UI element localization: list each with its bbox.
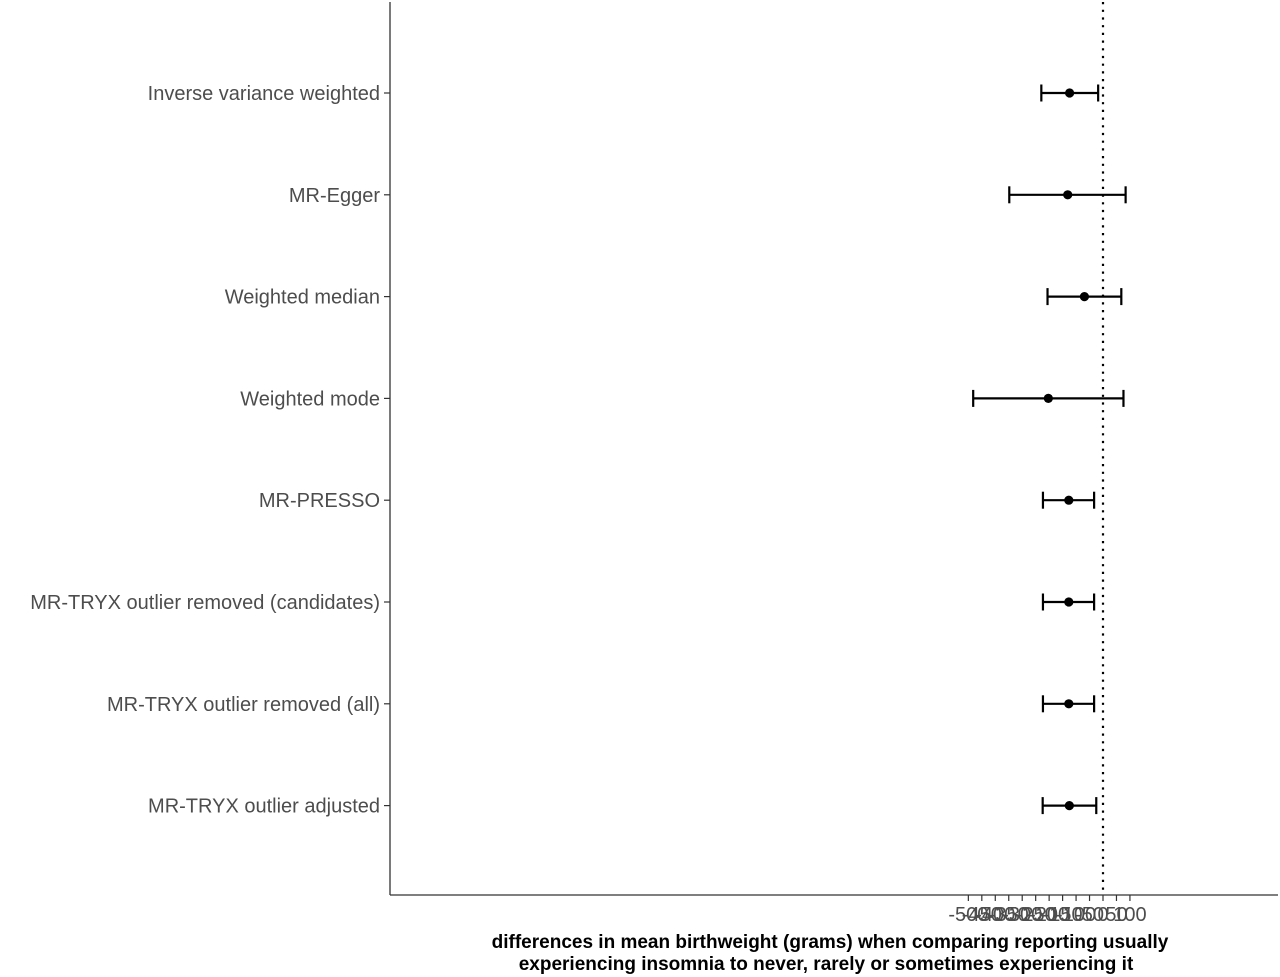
y-tick-label: MR-PRESSO [259,490,380,512]
point-estimate [1064,801,1074,811]
point-estimate [1063,190,1073,200]
x-tick-label: -250 [1016,904,1056,926]
y-tick-label: MR-TRYX outlier removed (all) [107,694,380,716]
x-tick-label: -500 [948,904,988,926]
x-tick-label: -450 [962,904,1002,926]
point-estimate [1064,699,1074,709]
y-tick-label: Weighted median [225,287,380,309]
point-estimate [1065,88,1075,98]
x-tick-label: -200 [1029,904,1069,926]
x-tick-label: -150 [1043,904,1083,926]
y-tick-label: MR-TRYX outlier removed (candidates) [30,592,380,614]
point-estimate [1043,393,1053,403]
x-tick-label: -100 [1056,904,1096,926]
y-tick-label: MR-Egger [289,185,380,207]
y-tick-label: Inverse variance weighted [148,83,380,105]
point-estimate [1079,292,1090,302]
x-tick-label: -50 [1075,904,1104,926]
y-tick-label: MR-TRYX outlier adjusted [148,796,380,818]
x-tick-label: 0 [1097,904,1108,926]
x-tick-label: 100 [1113,904,1146,926]
y-tick-label: Weighted mode [240,388,380,410]
y-axis-labels: Inverse variance weighted MR-Egger Weighte… [30,83,380,818]
plot-area [384,2,1278,896]
x-axis-ticks: -500-450-400-350-300-250-200-150-100-500… [948,895,1147,926]
x-tick-label: -400 [975,904,1015,926]
x-tick-label: 50 [1105,904,1127,926]
point-estimate [1064,597,1074,607]
x-axis-title-line-1: differences in mean birthweight (grams) … [492,932,1169,953]
x-tick-label: -300 [1002,904,1042,926]
x-axis-title-line-2: experiencing insomnia to never, rarely o… [519,954,1134,975]
x-tick-label: -350 [989,904,1029,926]
point-estimate [1064,495,1074,505]
